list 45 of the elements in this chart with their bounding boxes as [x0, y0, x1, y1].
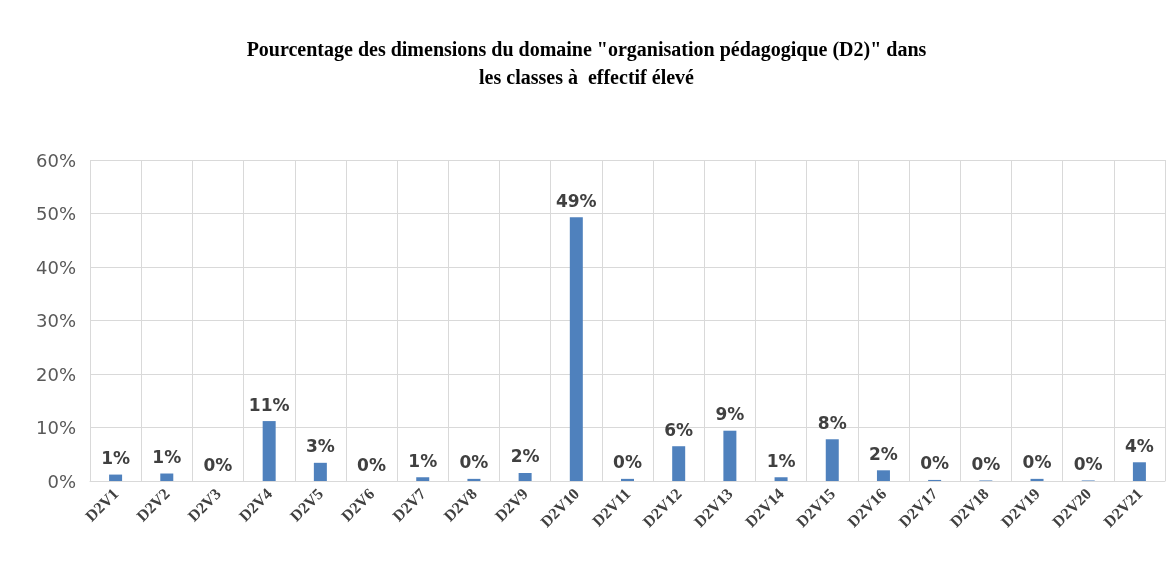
data-label: 2%	[510, 446, 540, 467]
data-label: 11%	[248, 394, 290, 415]
bar	[262, 421, 276, 481]
bar	[876, 470, 890, 481]
data-label: 1%	[101, 448, 131, 469]
data-label: 3%	[305, 436, 335, 457]
y-tick-label: 20%	[35, 363, 76, 385]
data-label: 0%	[357, 454, 386, 475]
bar	[1030, 478, 1044, 481]
bar	[160, 473, 174, 481]
bar	[621, 478, 634, 481]
data-label: 0%	[459, 452, 489, 473]
bar	[723, 430, 737, 481]
bar	[672, 446, 686, 481]
data-label: 0%	[920, 453, 950, 474]
bar	[569, 217, 583, 481]
y-tick-label: 0%	[47, 470, 76, 492]
data-label: 1%	[152, 447, 182, 468]
data-label: 2%	[869, 443, 898, 464]
bar	[1132, 462, 1146, 481]
data-label: 0%	[971, 453, 1001, 474]
data-label: 0%	[1073, 453, 1103, 474]
data-label: 1%	[408, 450, 438, 471]
data-label: 0%	[1022, 452, 1052, 473]
data-label: 8%	[817, 412, 847, 433]
chart-title: Pourcentage des dimensions du domaine "organisation pédagogique (D2)" dans les classes à effectif élevé	[246, 38, 927, 88]
bar	[518, 472, 532, 481]
data-label: 4%	[1124, 435, 1154, 456]
bar	[109, 474, 123, 481]
data-label: 9%	[715, 404, 745, 425]
y-tick-label: 10%	[35, 417, 76, 438]
data-label: 0%	[613, 452, 642, 473]
bar	[774, 477, 788, 481]
bar	[416, 477, 430, 481]
bar	[467, 478, 481, 481]
data-label: 1%	[766, 450, 796, 471]
data-label: 49%	[555, 190, 597, 211]
bar	[825, 439, 839, 481]
y-tick-label: 60%	[35, 149, 76, 171]
data-label: 0%	[203, 454, 233, 475]
y-tick-label: 50%	[35, 203, 76, 224]
data-label: 6%	[664, 419, 694, 440]
y-tick-label: 40%	[35, 256, 76, 278]
bar	[313, 462, 327, 481]
y-tick-label: 30%	[35, 310, 76, 331]
